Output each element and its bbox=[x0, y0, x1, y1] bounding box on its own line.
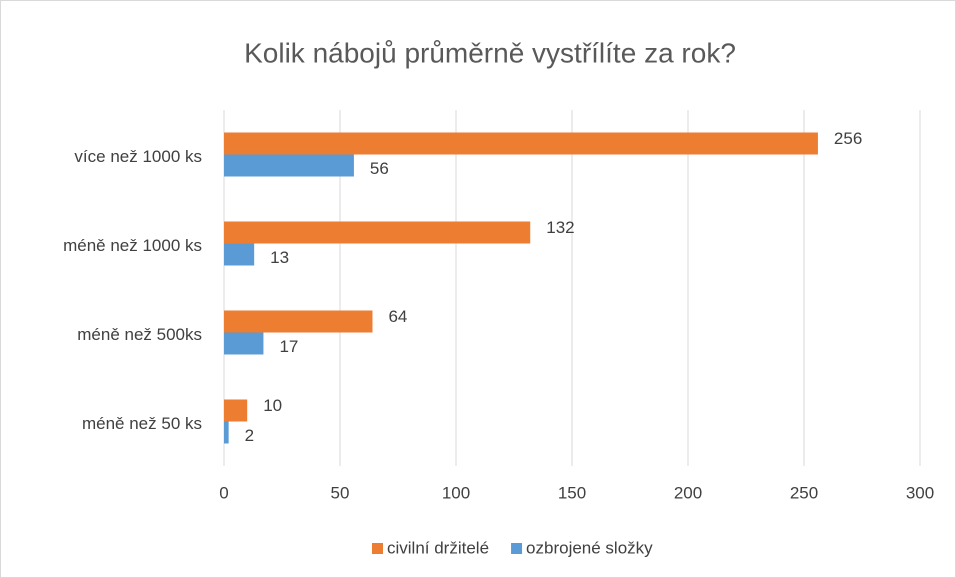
x-tick-label: 0 bbox=[219, 483, 228, 502]
y-tick-label: méně než 500ks bbox=[77, 325, 202, 344]
data-label: 56 bbox=[370, 159, 389, 178]
bar bbox=[224, 243, 255, 266]
data-label: 132 bbox=[546, 218, 574, 237]
x-tick-label: 150 bbox=[558, 483, 586, 502]
data-label: 17 bbox=[279, 337, 298, 356]
bar bbox=[224, 132, 818, 155]
data-label: 64 bbox=[388, 307, 407, 326]
y-tick-label: méně než 50 ks bbox=[82, 414, 202, 433]
legend-swatch bbox=[372, 543, 383, 554]
bar bbox=[224, 221, 531, 244]
bar bbox=[224, 154, 354, 177]
x-tick-label: 200 bbox=[674, 483, 702, 502]
y-tick-label: více než 1000 ks bbox=[74, 147, 202, 166]
data-label: 256 bbox=[834, 129, 862, 148]
bar bbox=[224, 399, 248, 422]
legend-label: civilní držitelé bbox=[387, 538, 489, 557]
data-label: 10 bbox=[263, 396, 282, 415]
x-tick-label: 300 bbox=[906, 483, 934, 502]
bar bbox=[224, 310, 373, 333]
bar bbox=[224, 332, 264, 355]
chart-title: Kolik nábojů průměrně vystřílíte za rok? bbox=[244, 37, 736, 68]
legend-label: ozbrojené složky bbox=[526, 538, 653, 557]
y-tick-label: méně než 1000 ks bbox=[63, 236, 202, 255]
data-label: 2 bbox=[245, 426, 254, 445]
data-label: 13 bbox=[270, 248, 289, 267]
bar bbox=[224, 421, 229, 444]
x-tick-label: 50 bbox=[331, 483, 350, 502]
x-tick-label: 250 bbox=[790, 483, 818, 502]
x-tick-label: 100 bbox=[442, 483, 470, 502]
legend-swatch bbox=[511, 543, 523, 554]
